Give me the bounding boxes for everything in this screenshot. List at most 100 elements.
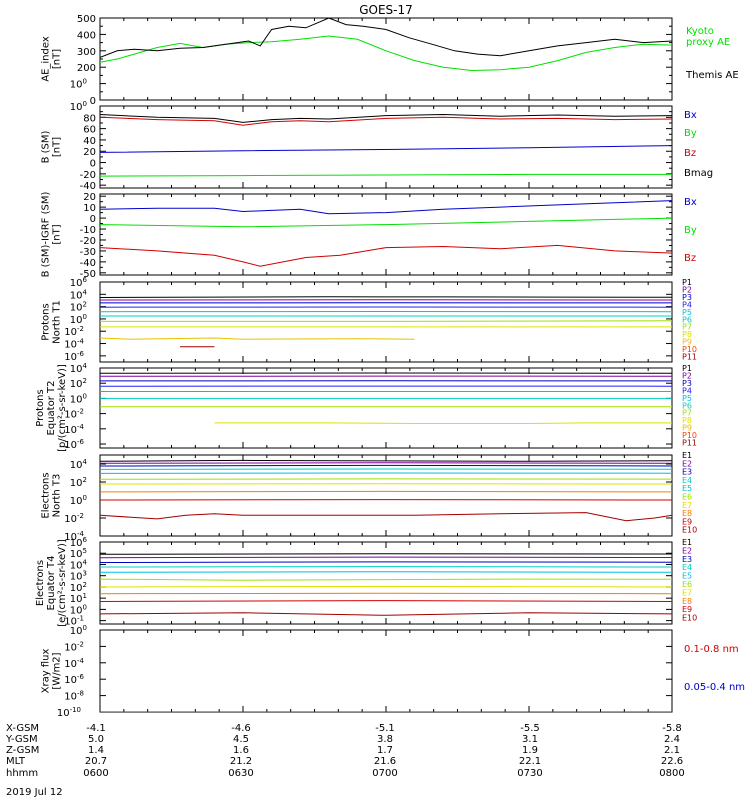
y-axis-label: Electrons bbox=[35, 560, 46, 606]
y-tick-label: 0 bbox=[90, 159, 96, 170]
series-bx bbox=[100, 200, 672, 215]
y-tick-label: 400 bbox=[77, 30, 96, 41]
y-tick-label: 100 bbox=[70, 392, 87, 405]
legend-entry: 0.05-0.4 nm bbox=[684, 682, 745, 693]
y-tick-label: 10-4 bbox=[64, 338, 84, 351]
panel-data bbox=[100, 459, 672, 522]
y-tick-label: 10-4 bbox=[64, 657, 84, 670]
legend-entry: E6 bbox=[682, 493, 692, 502]
series-bz bbox=[100, 116, 672, 126]
ephemeris-value: 3.8 bbox=[377, 734, 393, 745]
ephemeris-value: 0800 bbox=[659, 768, 684, 779]
legend-entry: Bz bbox=[684, 253, 696, 264]
panel-frame bbox=[99, 367, 673, 449]
ephemeris-value: 20.7 bbox=[85, 756, 107, 767]
y-tick-label: 10-8 bbox=[64, 690, 84, 703]
ephemeris-value: -5.8 bbox=[662, 723, 682, 734]
legend-entry: E7 bbox=[682, 588, 692, 597]
y-tick-label: 102 bbox=[70, 377, 87, 390]
ephemeris-value: 0630 bbox=[228, 768, 253, 779]
legend-entry: P9 bbox=[682, 424, 692, 433]
series-e10 bbox=[100, 612, 672, 616]
panel-data bbox=[100, 18, 672, 72]
y-axis-label: [nT] bbox=[52, 137, 63, 157]
y-tick-label: -10 bbox=[80, 225, 96, 236]
ephemeris-row-label: X-GSM bbox=[6, 723, 39, 734]
ephemeris-row-label: Z-GSM bbox=[6, 745, 39, 756]
ephemeris-value: -4.6 bbox=[231, 723, 251, 734]
legend-entry: E8 bbox=[682, 509, 692, 518]
legend-entry: E9 bbox=[682, 605, 692, 614]
y-tick-label: 104 bbox=[70, 458, 88, 471]
legend-entry: E3 bbox=[682, 555, 692, 564]
ephemeris-value: 1.7 bbox=[377, 745, 393, 756]
y-tick-label: 10-10 bbox=[57, 706, 81, 719]
legend-entry: P1 bbox=[682, 364, 692, 373]
legend-entry: E1 bbox=[682, 451, 692, 460]
y-tick-label: 104 bbox=[70, 362, 88, 375]
legend-entry: P6 bbox=[682, 401, 692, 410]
panel-data bbox=[100, 553, 672, 616]
legend-entry: E3 bbox=[682, 468, 692, 477]
legend-entry: P11 bbox=[682, 439, 697, 448]
panel-data bbox=[100, 296, 672, 348]
y-axis-label: Xray flux bbox=[41, 649, 52, 694]
ephemeris-value: 1.9 bbox=[522, 745, 538, 756]
legend-entry: E4 bbox=[682, 563, 692, 572]
panel-data bbox=[100, 200, 672, 267]
legend-entry: 0.1-0.8 nm bbox=[684, 644, 739, 655]
series-p7 bbox=[100, 320, 672, 322]
series-e1 bbox=[100, 553, 672, 555]
panel-8: 10-10 10-8 10-6 10-4 10-2 100 Xray flux [W/m2] 0… bbox=[41, 624, 746, 719]
y-tick-label: 80 bbox=[83, 113, 96, 124]
ephemeris-value: -5.1 bbox=[375, 723, 395, 734]
y-axis-label: [nT] bbox=[52, 224, 63, 244]
ephemeris-value: 5.0 bbox=[88, 734, 104, 745]
legend-entry: P2 bbox=[682, 285, 692, 294]
series-kyoto-proxy-ae bbox=[100, 35, 672, 72]
y-tick-label: 20 bbox=[83, 192, 96, 203]
y-axis-label: Protons bbox=[41, 303, 52, 340]
y-axis-label: Electrons bbox=[41, 472, 52, 518]
legend-entry: E2 bbox=[682, 546, 692, 555]
y-tick-label: 500 bbox=[77, 14, 96, 25]
series-e9 bbox=[100, 600, 672, 602]
series-e3 bbox=[100, 561, 672, 563]
ephemeris-value: 2.4 bbox=[664, 734, 680, 745]
legend-entry: E6 bbox=[682, 580, 692, 589]
legend-entry: P2 bbox=[682, 371, 692, 380]
y-tick-label: 60 bbox=[83, 125, 96, 136]
y-tick-label: 10-2 bbox=[64, 640, 84, 653]
ephemeris-value: -5.5 bbox=[520, 723, 540, 734]
y-tick-label: 0 bbox=[90, 214, 96, 225]
y-axis-label: Equator T2 bbox=[46, 381, 57, 436]
legend-entry: P10 bbox=[682, 345, 697, 354]
legend-entry: proxy AE bbox=[686, 37, 730, 48]
y-tick-label: -40 bbox=[80, 181, 96, 192]
series-e2 bbox=[100, 556, 672, 559]
series-e6 bbox=[100, 578, 672, 581]
legend-entry: P4 bbox=[682, 300, 692, 309]
legend-entry: P7 bbox=[682, 409, 692, 418]
legend-entry: By bbox=[684, 225, 697, 236]
legend-entry: Kyoto bbox=[686, 26, 714, 37]
y-tick-label: 10-2 bbox=[64, 512, 84, 525]
y-tick-label: 20 bbox=[83, 147, 96, 158]
ephemeris-value: -4.1 bbox=[86, 723, 106, 734]
y-axis-label: AE_index bbox=[41, 36, 52, 82]
y-axis-label: Protons bbox=[35, 389, 46, 426]
legend-entry: E2 bbox=[682, 459, 692, 468]
ephemeris-value: 1.6 bbox=[233, 745, 249, 756]
series-bz bbox=[100, 244, 672, 267]
y-tick-label: -20 bbox=[80, 170, 96, 181]
panel-frame bbox=[99, 193, 673, 276]
legend-entry: E5 bbox=[682, 484, 692, 493]
ephemeris-row-label: hhmm bbox=[6, 768, 38, 779]
legend-entry: Bmag bbox=[684, 168, 713, 179]
legend-entry: E10 bbox=[682, 526, 697, 535]
